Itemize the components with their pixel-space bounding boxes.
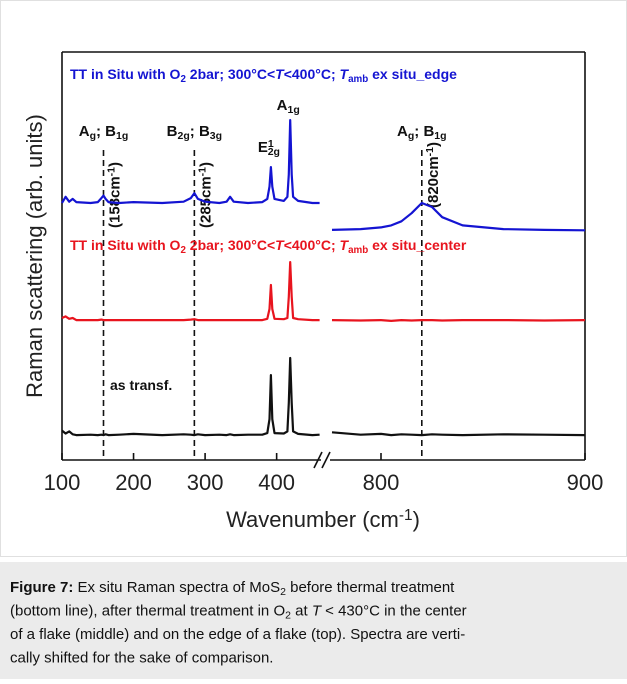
text-part: < 430°C in the center (321, 603, 467, 620)
text-part: <400°C; (284, 66, 340, 82)
text-part: ; B (190, 123, 210, 140)
mode-label: B2g; B3g (167, 123, 222, 142)
text-part: 2g (268, 146, 280, 158)
mode-note: (820cm-1) (424, 142, 442, 208)
text-part: 2g (178, 130, 190, 142)
series-label: TT in Situ with O2 2bar; 300°C<T<400°C; … (70, 237, 467, 256)
text-part: as transf. (110, 377, 172, 393)
text-part: ; B (414, 123, 434, 140)
caption-line: Figure 7: Ex situ Raman spectra of MoS2 … (10, 579, 455, 598)
caption-line: of a flake (middle) and on the edge of a… (10, 626, 465, 643)
text-part: B (167, 123, 178, 140)
text-part: ) (106, 162, 123, 167)
peak-label: A1g (277, 97, 300, 116)
mode-label: Ag; B1g (79, 123, 129, 142)
text-part: 2 (280, 586, 286, 598)
peak-label: E1 2g (258, 138, 280, 158)
text-part: 1g (434, 130, 446, 142)
text-part: ) (197, 162, 214, 167)
text-part: ) (425, 142, 442, 147)
text-part: T (275, 237, 285, 253)
text-part: Figure 7: (10, 579, 73, 596)
text-part: (820cm (425, 156, 442, 208)
text-part: g (408, 130, 414, 142)
text-part: T (312, 603, 323, 620)
text-part: at (291, 603, 312, 620)
text-part: 1 (268, 138, 274, 150)
text-part: amb (348, 74, 368, 85)
plot-frame (61, 51, 586, 469)
text-part: Ex situ Raman spectra of MoS (73, 579, 280, 596)
text-part: ; B (96, 123, 116, 140)
spectrum-line (61, 261, 586, 322)
x-tick-label: 900 (567, 470, 604, 495)
caption-line: cally shifted for the sake of comparison… (10, 650, 273, 667)
text-part: A (397, 123, 408, 140)
spectrum-line (61, 119, 586, 232)
caption-line: (bottom line), after thermal treatment i… (10, 603, 467, 622)
text-part: ex situ_center (368, 237, 467, 253)
text-part: 1g (288, 104, 300, 116)
text-part: (bottom line), after thermal treatment i… (10, 603, 285, 620)
text-part: 2bar; 300°C< (186, 66, 275, 82)
x-axis-title: Wavenumber (cm-1) (226, 507, 420, 532)
text-part: -1 (399, 507, 413, 524)
text-part: -1 (106, 167, 118, 176)
x-tick-label: 100 (44, 470, 81, 495)
x-tick-label: 200 (115, 470, 152, 495)
x-tick-label: 800 (363, 470, 400, 495)
mode-label: Ag; B1g (397, 123, 447, 142)
text-part: ) (413, 507, 420, 532)
text-part: TT in Situ with O (70, 66, 181, 82)
text-part: ex situ_edge (368, 66, 457, 82)
text-part: -1 (196, 167, 208, 176)
text-part: TT in Situ with O (70, 237, 181, 253)
text-part: E (258, 139, 268, 156)
spectrum-line (61, 356, 586, 437)
text-part: Wavenumber (cm (226, 507, 399, 532)
figure-frame (0, 0, 627, 557)
text-part: of a flake (middle) and on the edge of a… (10, 626, 465, 643)
text-part: 3g (210, 130, 222, 142)
text-part: T (340, 237, 350, 253)
x-tick-label: 300 (187, 470, 224, 495)
text-part: A (79, 123, 90, 140)
text-part: 2 (180, 245, 186, 256)
text-part: -1 (424, 147, 436, 156)
text-part: cally shifted for the sake of comparison… (10, 650, 273, 667)
text-part: g (90, 130, 96, 142)
series-label: as transf. (110, 377, 172, 393)
text-part: <400°C; (284, 237, 340, 253)
text-part: 2bar; 300°C< (186, 237, 275, 253)
text-part: before thermal treatment (286, 579, 455, 596)
series-label: TT in Situ with O2 2bar; 300°C<T<400°C; … (70, 66, 457, 85)
text-part: amb (348, 245, 368, 256)
y-axis-title: Raman scattering (arb. units) (22, 114, 47, 398)
text-part: 2 (285, 610, 291, 622)
caption-box (0, 562, 627, 679)
text-part: 2 (180, 74, 186, 85)
text-part: T (340, 66, 350, 82)
text-part: A (277, 97, 288, 114)
x-tick-label: 400 (258, 470, 295, 495)
text-part: T (275, 66, 285, 82)
text-part: 1g (116, 130, 128, 142)
